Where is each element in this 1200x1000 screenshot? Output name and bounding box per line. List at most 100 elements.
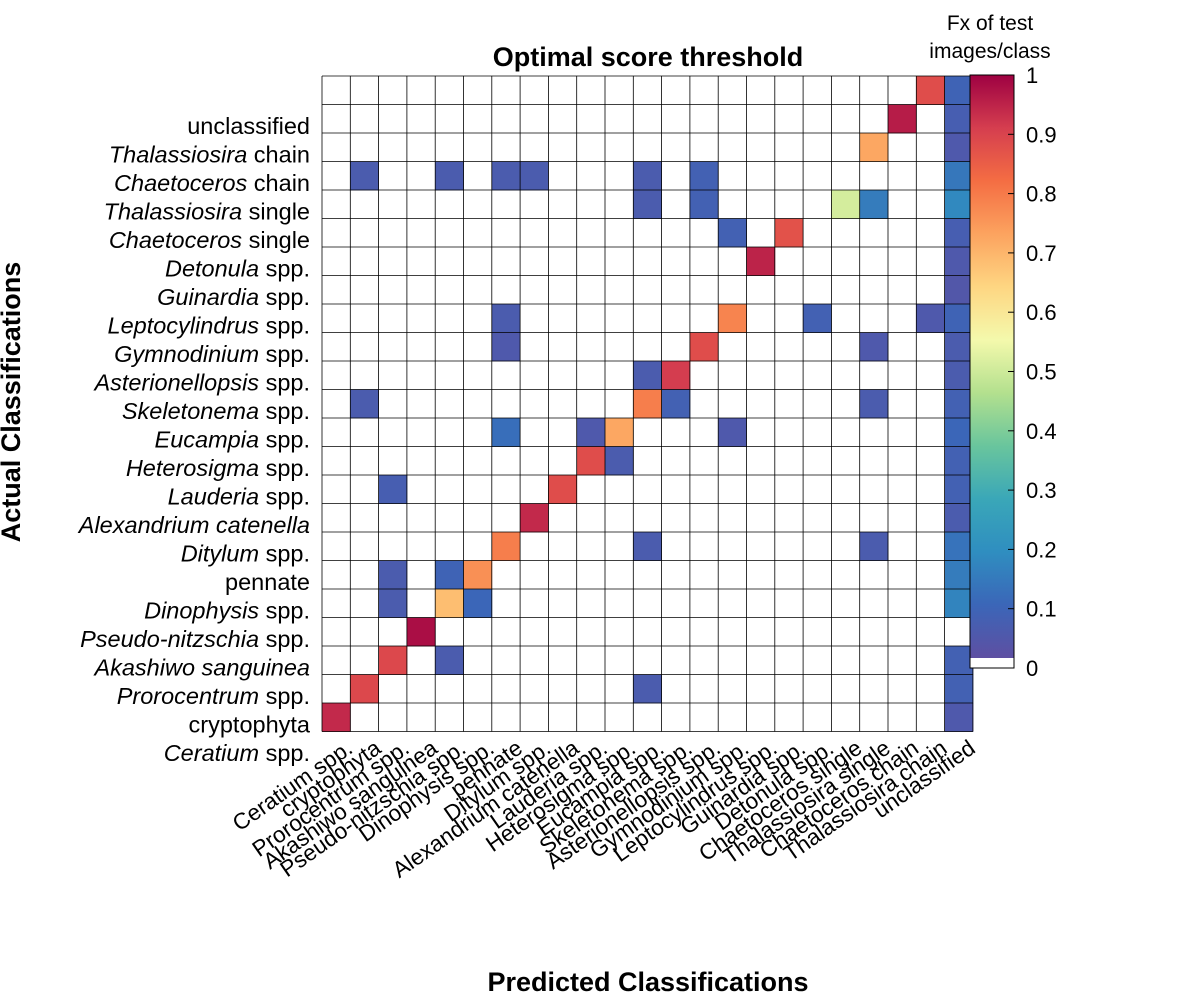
row-label-text: spp.	[259, 597, 310, 623]
heatmap-cell	[944, 332, 974, 362]
colorbar-title-line1: Fx of test	[947, 12, 1034, 35]
colorbar-ticks: 0 0.1 0.2 0.3 0.4 0.5 0.6 0.7 0.8 0.9 1	[1008, 63, 1057, 681]
row-tick-label: Guinardia spp.	[157, 284, 310, 310]
row-label-italic: Prorocentrum	[117, 683, 259, 709]
row-label-italic: Skeletonema	[122, 398, 259, 424]
row-tick-label: Alexandrium catenella	[77, 512, 310, 538]
heatmap-cell	[859, 532, 889, 561]
heatmap-cell	[916, 304, 945, 333]
row-label-text: spp.	[259, 626, 310, 652]
heatmap-cell	[491, 161, 521, 191]
heatmap-cell	[463, 589, 493, 618]
row-tick-label: Prorocentrum spp.	[117, 683, 310, 709]
heatmap-cell	[350, 389, 379, 419]
row-label-italic: Thalassiosira	[104, 198, 242, 224]
colorbar: 0 0.1 0.2 0.3 0.4 0.5 0.6 0.7 0.8 0.9 1 Fx of test…	[929, 12, 1056, 681]
colorbar-tick-label: 0.1	[1026, 597, 1057, 622]
heatmap-cell	[944, 104, 974, 134]
heatmap-cell	[944, 646, 974, 675]
heatmap-cell	[378, 560, 408, 590]
row-label-italic: Chaetoceros	[114, 170, 247, 196]
heatmap-cell	[689, 161, 719, 191]
heatmap-cell	[916, 76, 945, 105]
row-tick-label: Thalassiosira chain	[109, 141, 310, 167]
heatmap-cell	[944, 218, 974, 248]
heatmap-cell	[661, 361, 691, 390]
heatmap-cell	[746, 247, 776, 276]
heatmap-cell	[944, 76, 974, 105]
heatmap-cell	[435, 560, 464, 590]
heatmap-cell	[944, 361, 974, 390]
heatmap-cell	[803, 304, 832, 333]
row-label-italic: Chaetoceros	[109, 227, 242, 253]
heatmap-cell	[576, 446, 606, 476]
colorbar-zero-band	[970, 658, 1014, 668]
row-label-italic: Lauderia	[168, 483, 259, 509]
heatmap-cell	[322, 703, 351, 732]
row-label-italic: Dinophysis	[144, 597, 259, 623]
heatmap-cell	[944, 304, 974, 333]
colorbar-tick-label: 0.4	[1026, 419, 1057, 444]
heatmap-cell	[633, 190, 662, 219]
row-label-italic: Asterionellopsis	[92, 369, 259, 395]
heatmap-cells	[322, 76, 974, 732]
heatmap-cell	[944, 275, 974, 305]
heatmap-cell	[520, 503, 549, 533]
colorbar-tick-label: 0.8	[1026, 182, 1057, 207]
heatmap-cell	[548, 475, 578, 504]
row-tick-label: Lauderia spp.	[168, 483, 310, 509]
row-label-text: spp.	[259, 683, 310, 709]
row-tick-label: Thalassiosira single	[104, 198, 310, 224]
heatmap-cell	[463, 560, 493, 590]
heatmap-cell	[435, 161, 464, 191]
heatmap-cell	[491, 332, 521, 362]
heatmap-cell	[944, 190, 974, 219]
row-label-italic: Ditylum	[181, 540, 259, 566]
heatmap-cell	[944, 418, 974, 447]
row-label-text: spp.	[259, 740, 310, 766]
row-label-text: spp.	[259, 341, 310, 367]
row-label-text: cryptophyta	[189, 711, 311, 737]
heatmap-cell	[633, 161, 662, 191]
heatmap-cell	[605, 418, 634, 447]
heatmap-cell	[859, 332, 889, 362]
heatmap-cell	[944, 560, 974, 590]
row-tick-label: Ditylum spp.	[181, 540, 310, 566]
row-label-italic: Detonula	[165, 255, 259, 281]
heatmap-cell	[689, 190, 719, 219]
row-label-text: spp.	[259, 312, 310, 338]
heatmap-cell	[435, 646, 464, 675]
row-tick-label: Leptocylindrus spp.	[108, 312, 311, 338]
chart-title: Optimal score threshold	[493, 42, 804, 72]
colorbar-gradient	[970, 75, 1014, 658]
heatmap-cell	[859, 389, 889, 419]
colorbar-tick-label: 0.2	[1026, 537, 1057, 562]
heatmap-cell	[944, 475, 974, 504]
row-label-italic: Gymnodinium	[114, 341, 259, 367]
row-label-italic: Alexandrium catenella	[77, 512, 310, 538]
row-tick-label: Asterionellopsis spp.	[92, 369, 310, 395]
row-label-text: spp.	[259, 369, 310, 395]
row-label-text: chain	[247, 170, 310, 196]
heatmap-cell	[633, 532, 662, 561]
heatmap-cell	[718, 418, 747, 447]
row-label-text: spp.	[259, 455, 310, 481]
row-label-italic: Akashiwo sanguinea	[92, 654, 310, 680]
row-label-text: pennate	[225, 569, 310, 595]
row-label-text: spp.	[259, 255, 310, 281]
heatmap-cell	[888, 104, 917, 134]
row-label-italic: Guinardia	[157, 284, 259, 310]
row-label-italic: Pseudo-nitzschia	[80, 626, 259, 652]
heatmap-cell	[944, 532, 974, 561]
colorbar-tick-label: 0.9	[1026, 122, 1057, 147]
row-tick-label: Ceratium spp.	[164, 740, 310, 766]
row-tick-label: Skeletonema spp.	[122, 398, 310, 424]
heatmap-cell	[491, 532, 521, 561]
colorbar-tick-label: 1	[1026, 63, 1038, 88]
row-label-text: unclassified	[187, 113, 310, 139]
heatmap-cell	[633, 361, 662, 390]
heatmap-cell	[378, 589, 408, 618]
heatmap-cell	[435, 589, 464, 618]
row-tick-label: Heterosigma spp.	[126, 455, 310, 481]
